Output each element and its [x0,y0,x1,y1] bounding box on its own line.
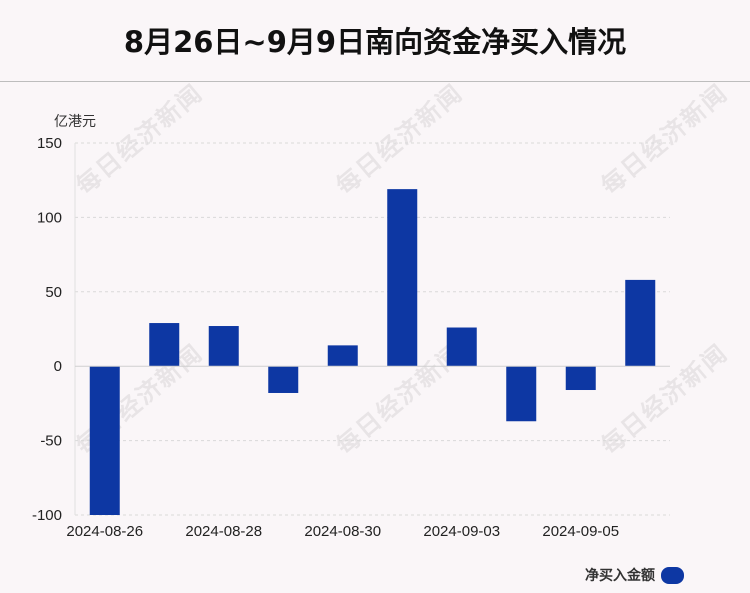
bar-2024-08-26 [89,366,120,515]
y-tick-label: -50 [40,433,62,450]
y-tick-label: 50 [45,284,62,301]
bar-2024-09-02 [387,189,418,367]
title-divider [0,81,750,82]
y-tick-label: -100 [32,507,62,524]
bar-layer [89,189,656,515]
y-axis-unit-label: 亿港元 [54,114,96,130]
bar-2024-09-04 [506,366,537,422]
x-tick-label: 2024-08-28 [185,523,262,540]
y-tick-label: 0 [54,358,62,375]
x-tick-label: 2024-08-26 [66,523,143,540]
bar-2024-09-03 [446,327,477,367]
bar-2024-08-27 [149,323,180,367]
y-tick-label: 150 [37,135,62,152]
y-tick-label: 100 [37,209,62,226]
legend-swatch [661,566,684,584]
bar-2024-09-05 [565,366,596,391]
legend: 净买入金额 [585,565,684,585]
x-tick-label: 2024-08-30 [304,523,381,540]
bar-2024-09-06 [625,279,656,367]
bar-2024-08-30 [327,345,358,367]
chart-title: 8月26日~9月9日南向资金净买入情况 [123,25,627,59]
bar-2024-08-28 [208,326,239,367]
bar-2024-08-29 [268,366,299,393]
legend-label: 净买入金额 [585,568,655,584]
x-tick-label: 2024-09-05 [542,523,619,540]
x-tick-label: 2024-09-03 [423,523,500,540]
